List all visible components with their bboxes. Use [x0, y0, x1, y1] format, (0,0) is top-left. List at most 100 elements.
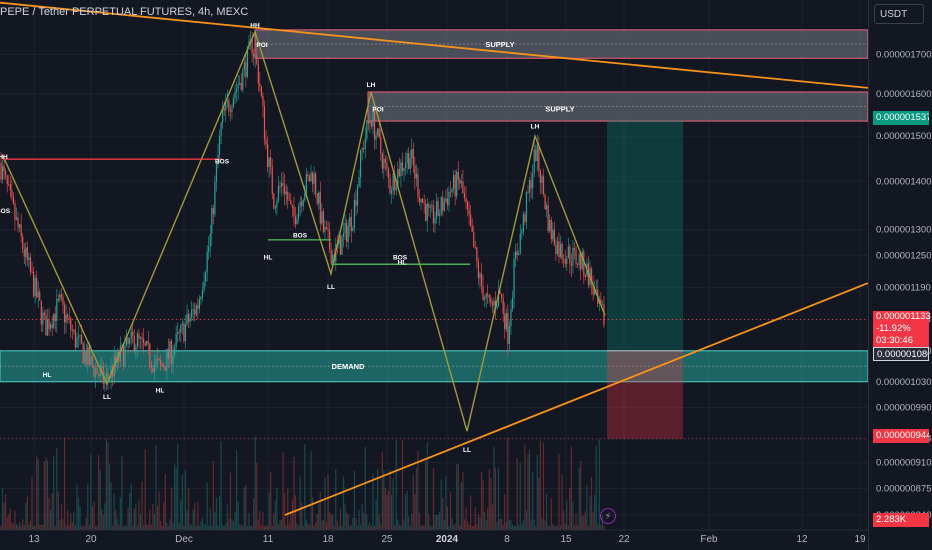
volume-bar: [143, 525, 145, 530]
volume-bar: [592, 511, 594, 530]
candle-body: [115, 355, 117, 363]
candle-body: [541, 176, 543, 183]
candle-body: [480, 273, 483, 287]
candle-body: [121, 344, 123, 347]
candle-body: [552, 229, 554, 240]
volume-bar: [307, 523, 309, 530]
candle-body: [361, 147, 363, 150]
candle-body: [259, 83, 261, 87]
currency-selector[interactable]: USDT: [874, 4, 924, 24]
candle-body: [298, 206, 300, 219]
candle-body: [57, 299, 59, 301]
x-tick-label: 15: [560, 534, 572, 545]
candle-body: [507, 313, 509, 345]
candle-body: [508, 325, 510, 345]
supply-zone: [367, 91, 869, 122]
candle-body: [525, 192, 528, 222]
volume-bar: [330, 513, 332, 530]
candle-body: [254, 55, 256, 57]
volume-bar: [504, 494, 506, 530]
volume-bar: [442, 498, 444, 530]
volume-bar: [11, 522, 13, 530]
candle-body: [369, 121, 371, 124]
volume-bar: [248, 513, 250, 530]
candle-body: [528, 180, 531, 193]
volume-bar: [133, 508, 135, 530]
candle-body: [465, 198, 467, 202]
candle-body: [505, 313, 507, 330]
volume-bar: [1, 487, 4, 530]
volume-bar: [76, 484, 78, 530]
candle-body: [125, 337, 128, 346]
candle-body: [62, 297, 64, 305]
candle-body: [470, 214, 472, 227]
annotation-label: LL: [103, 394, 111, 401]
volume-bar: [586, 485, 588, 530]
volume-bar: [298, 525, 300, 530]
volume-bar: [178, 522, 180, 530]
volume-bar: [144, 449, 146, 530]
annotation-label: LH: [367, 82, 376, 89]
candle-body: [330, 249, 332, 264]
volume-bar: [147, 524, 149, 530]
candle-body: [482, 286, 484, 300]
volume-bar: [37, 458, 39, 530]
volume-bar: [170, 487, 173, 530]
candle-body: [418, 197, 421, 203]
volume-bar: [167, 525, 169, 530]
volume-bar: [418, 512, 421, 530]
axis-divider: [868, 0, 869, 550]
candle-body: [274, 207, 276, 209]
candle-body: [411, 149, 413, 159]
volume-bar: [214, 512, 216, 530]
volume-bar: [315, 522, 317, 530]
supply-zone: [254, 29, 869, 59]
volume-bar: [535, 525, 537, 530]
volume-bar: [449, 492, 452, 530]
candle-body: [63, 304, 66, 323]
candle-body: [54, 313, 56, 322]
volume-bar: [356, 525, 359, 530]
candle-body: [302, 199, 304, 207]
candle-body: [349, 216, 351, 227]
volume-bar: [257, 519, 259, 530]
volume-bar: [51, 493, 53, 530]
volume-bar: [67, 510, 69, 530]
candle-body: [291, 204, 293, 207]
volume-bar: [360, 524, 362, 530]
volume-bar: [237, 501, 239, 530]
lightning-bolt-icon[interactable]: ⚡: [600, 508, 616, 524]
volume-bar: [259, 510, 261, 530]
volume-bar: [198, 525, 200, 530]
volume-bar: [324, 477, 326, 530]
candle-body: [443, 201, 445, 211]
volume-bar: [291, 499, 293, 530]
candle-body: [166, 349, 168, 371]
x-tick-label: 11: [263, 534, 274, 545]
candle-body: [566, 258, 568, 264]
volume-bar: [564, 524, 566, 530]
volume-bar: [344, 504, 346, 530]
volume-bar: [482, 480, 484, 530]
candle-body: [23, 249, 25, 257]
volume-bar: [508, 520, 510, 530]
volume-bar: [488, 469, 490, 530]
candle-body: [40, 300, 42, 325]
volume-bar: [119, 497, 121, 530]
candle-body: [322, 211, 324, 233]
volume-tag: 2.283K: [873, 513, 929, 527]
volume-bar: [59, 520, 61, 530]
volume-bar: [181, 474, 183, 530]
candle-body: [206, 251, 208, 273]
candle-body: [561, 243, 563, 259]
candle-body: [237, 84, 239, 89]
candle-body: [401, 162, 404, 172]
volume-bar: [541, 518, 543, 530]
candle-body: [282, 182, 284, 186]
volume-bar: [466, 521, 469, 530]
annotation-label: SUPPLY: [545, 104, 574, 113]
volume-bar: [572, 502, 574, 530]
volume-bar: [98, 454, 100, 530]
candle-body: [532, 173, 534, 189]
